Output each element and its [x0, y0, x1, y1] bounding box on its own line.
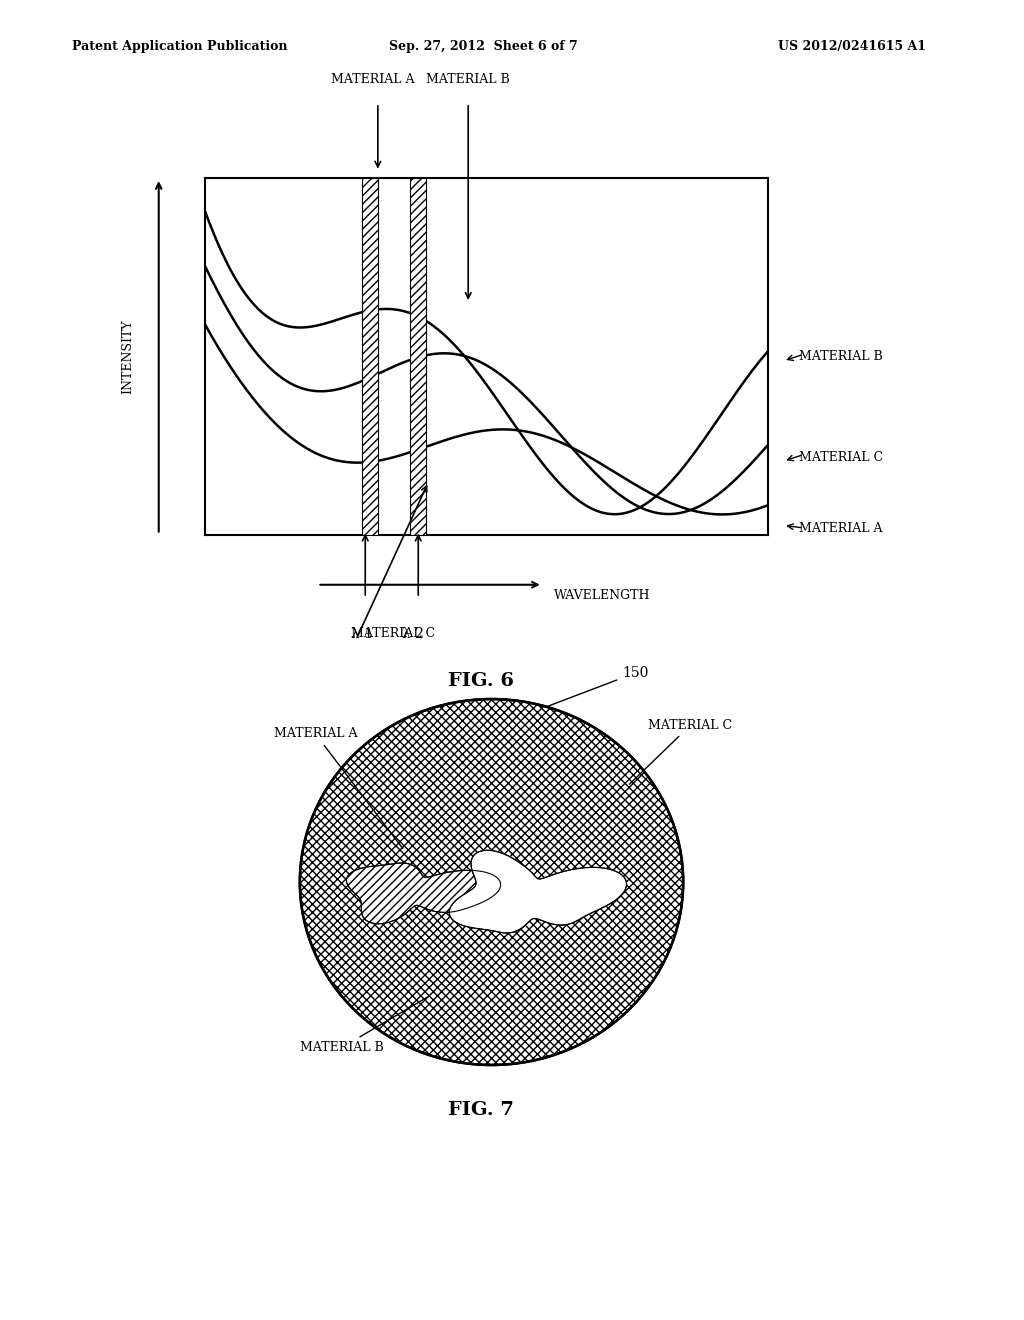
Text: MATERIAL B: MATERIAL B: [799, 350, 883, 363]
Text: FIG. 7: FIG. 7: [449, 1101, 514, 1119]
Text: US 2012/0241615 A1: US 2012/0241615 A1: [778, 40, 927, 53]
Text: Sep. 27, 2012  Sheet 6 of 7: Sep. 27, 2012 Sheet 6 of 7: [389, 40, 578, 53]
Text: Patent Application Publication: Patent Application Publication: [72, 40, 287, 53]
Text: INTENSITY: INTENSITY: [122, 319, 134, 393]
Polygon shape: [346, 863, 501, 924]
Text: λ 1: λ 1: [351, 627, 373, 640]
Text: 150: 150: [547, 665, 648, 706]
Text: MATERIAL B: MATERIAL B: [426, 73, 510, 86]
Bar: [411, 178, 426, 535]
Text: FIG. 6: FIG. 6: [449, 672, 514, 690]
Text: MATERIAL C: MATERIAL C: [630, 718, 732, 784]
Ellipse shape: [300, 700, 683, 1065]
Text: MATERIAL C: MATERIAL C: [350, 627, 435, 640]
Text: WAVELENGTH: WAVELENGTH: [554, 589, 650, 602]
Text: MATERIAL A: MATERIAL A: [273, 727, 402, 849]
Text: MATERIAL A: MATERIAL A: [799, 521, 883, 535]
Bar: [362, 178, 378, 535]
Text: MATERIAL B: MATERIAL B: [300, 997, 428, 1055]
Text: MATERIAL A: MATERIAL A: [331, 73, 415, 86]
Text: MATERIAL C: MATERIAL C: [799, 450, 883, 463]
Text: λ 2: λ 2: [402, 627, 424, 640]
Polygon shape: [450, 850, 627, 933]
